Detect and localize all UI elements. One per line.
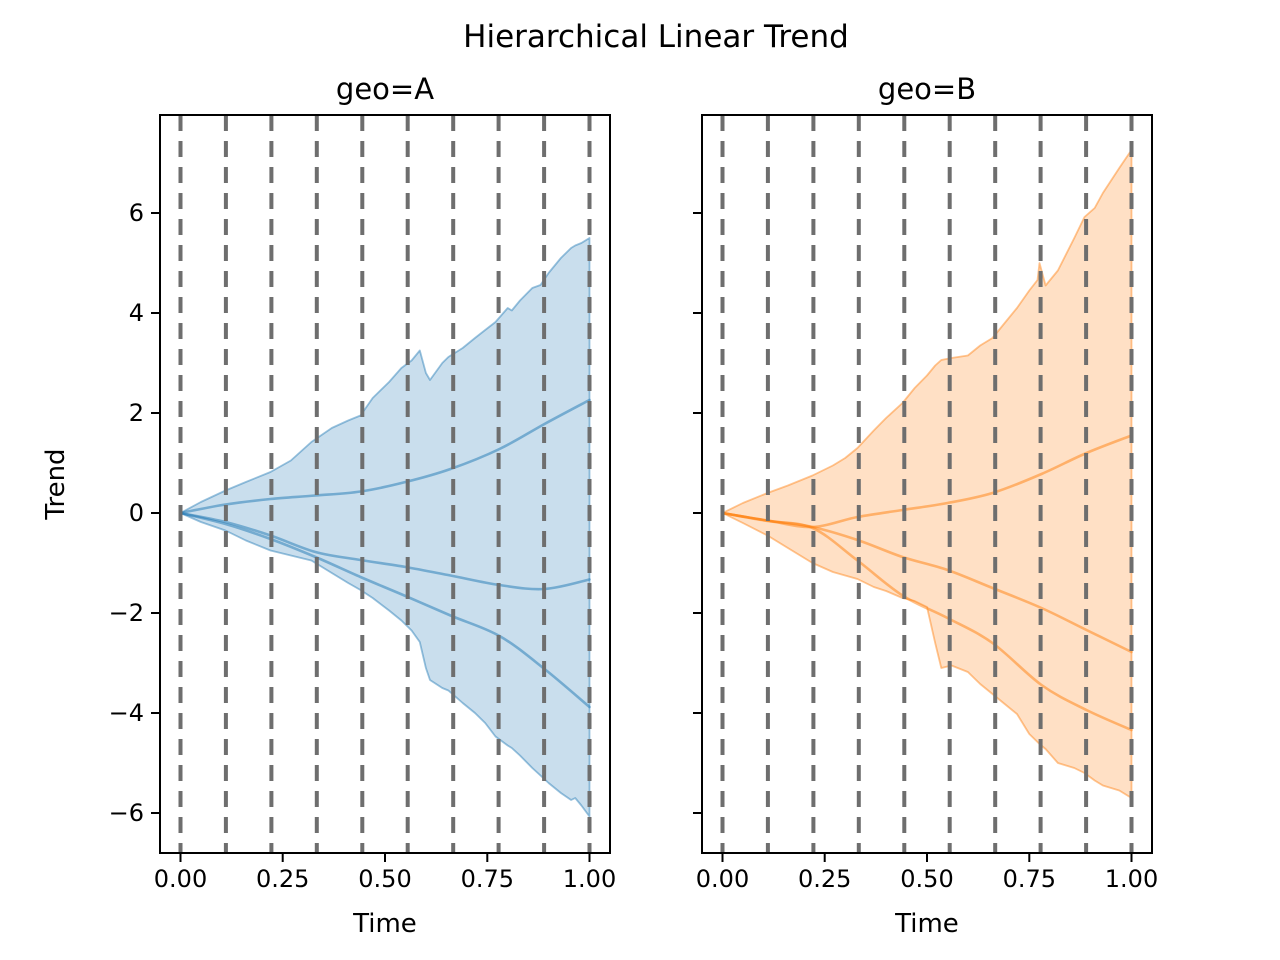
subplot-geo-b: 0.00 0.25 0.50 0.75 1.00	[693, 114, 1158, 893]
posterior-draw-1	[179, 398, 591, 515]
posterior-draw-1	[721, 434, 1133, 529]
y-tick-label: 6	[129, 199, 144, 227]
subplot-a-title: geo=A	[336, 72, 434, 106]
y-tick-label: −4	[109, 699, 144, 727]
x-tick-label: 0.25	[256, 865, 309, 893]
posterior-draw-3	[721, 511, 1133, 732]
subplot-b-title: geo=B	[878, 72, 976, 106]
figure-title: Hierarchical Linear Trend	[463, 19, 849, 55]
x-axis-label-b: Time	[894, 909, 959, 939]
y-tick-label: 0	[129, 499, 144, 527]
x-tick-label: 1.00	[1105, 865, 1158, 893]
subplot-geo-a: 0.00 0.25 0.50 0.75 1.00 6 4 2 0 −2 −4 −6	[109, 114, 616, 893]
y-axis-label: Trend	[41, 448, 71, 520]
x-tick-label: 0.00	[154, 865, 207, 893]
uncertainty-band	[179, 237, 591, 818]
y-tick-label: −6	[109, 799, 144, 827]
x-tick-label: 0.00	[696, 865, 749, 893]
x-tick-label: 1.00	[563, 865, 616, 893]
x-tick-label: 0.75	[461, 865, 514, 893]
x-tick-label: 0.50	[900, 865, 953, 893]
x-tick-label: 0.50	[358, 865, 411, 893]
x-axis-label-a: Time	[352, 909, 417, 939]
y-tick-label: 4	[129, 299, 144, 327]
y-tick-label: −2	[109, 599, 144, 627]
posterior-draw-2	[179, 511, 591, 591]
posterior-draw-3	[179, 511, 591, 709]
y-tick-label: 2	[129, 399, 144, 427]
x-tick-label: 0.25	[798, 865, 851, 893]
x-tick-label: 0.75	[1003, 865, 1056, 893]
